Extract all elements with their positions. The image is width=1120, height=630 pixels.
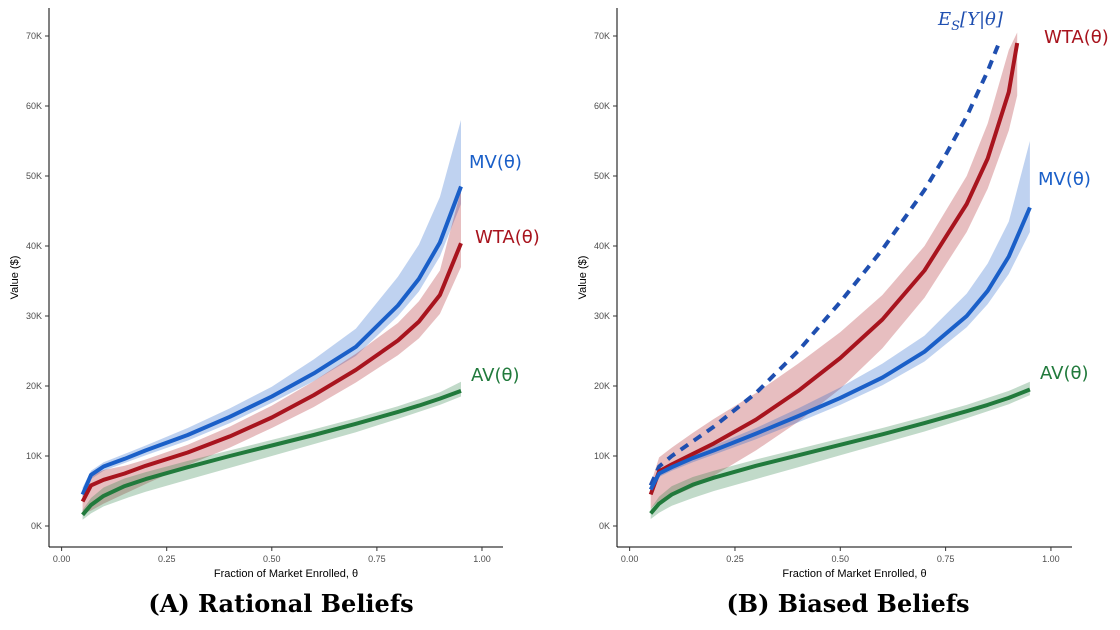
y-tick-label: 10K	[594, 451, 610, 461]
x-tick-label: 0.50	[263, 554, 281, 564]
series-line-av	[649, 387, 1031, 515]
confidence-band-wta	[82, 190, 461, 514]
y-tick-label: 60K	[26, 101, 42, 111]
series-label-wta: WTA(θ)	[1044, 27, 1109, 48]
panel-rational-beliefs: 0K 10K 20K 30K 40K 50K 60K 70K 0.00 0.25 0.50 0.75 1…	[9, 8, 540, 580]
series-line-wta	[80, 242, 463, 503]
y-axis-title: Value ($)	[577, 256, 589, 300]
series-label-es: ES[Y|θ]	[937, 9, 1004, 34]
x-tick-label: 1.00	[473, 554, 491, 564]
caption-panel-b: (B) Biased Beliefs	[726, 589, 969, 618]
series-label-mv: MV(θ)	[1038, 169, 1091, 190]
y-axis-title: Value ($)	[9, 256, 21, 300]
y-tick-label: 50K	[594, 171, 610, 181]
y-tick-label: 40K	[26, 241, 42, 251]
x-axis-title: Fraction of Market Enrolled, θ	[782, 568, 926, 580]
y-tick-label: 20K	[594, 381, 610, 391]
confidence-band-av	[82, 381, 461, 520]
panel-biased-beliefs: 0K 10K 20K 30K 40K 50K 60K 70K 0.00 0.25 0.50 0.75 1…	[577, 8, 1109, 580]
y-tick-label: 30K	[594, 311, 610, 321]
confidence-band-wta	[650, 32, 1018, 509]
series-line-mv	[648, 206, 1032, 491]
y-tick-label: 50K	[26, 171, 42, 181]
x-tick-label: 0.75	[368, 554, 386, 564]
x-tick-label: 0.00	[621, 554, 639, 564]
series-label-av: AV(θ)	[1040, 363, 1089, 384]
y-tick-label: 0K	[31, 521, 42, 531]
x-tick-label: 0.00	[53, 554, 71, 564]
x-tick-label: 1.00	[1042, 554, 1060, 564]
series-label-wta: WTA(θ)	[475, 227, 540, 248]
series-line-es	[648, 38, 1003, 487]
x-tick-label: 0.25	[158, 554, 176, 564]
y-tick-label: 60K	[594, 101, 610, 111]
series-label-mv: MV(θ)	[469, 152, 522, 173]
y-tick-label: 0K	[599, 521, 610, 531]
y-tick-label: 20K	[26, 381, 42, 391]
series-label-av: AV(θ)	[471, 365, 520, 386]
y-tick-label: 30K	[26, 311, 42, 321]
confidence-band-av	[650, 381, 1030, 519]
series-line-mv	[80, 185, 463, 496]
x-tick-label: 0.75	[937, 554, 955, 564]
series-line-av	[81, 389, 462, 517]
caption-panel-a: (A) Rational Beliefs	[148, 589, 413, 618]
y-tick-label: 70K	[26, 31, 42, 41]
y-tick-label: 10K	[26, 451, 42, 461]
series-line-wta	[648, 42, 1020, 496]
x-axis-title: Fraction of Market Enrolled, θ	[214, 568, 358, 580]
y-tick-label: 40K	[594, 241, 610, 251]
x-tick-label: 0.50	[832, 554, 850, 564]
x-tick-label: 0.25	[726, 554, 744, 564]
y-tick-label: 70K	[594, 31, 610, 41]
